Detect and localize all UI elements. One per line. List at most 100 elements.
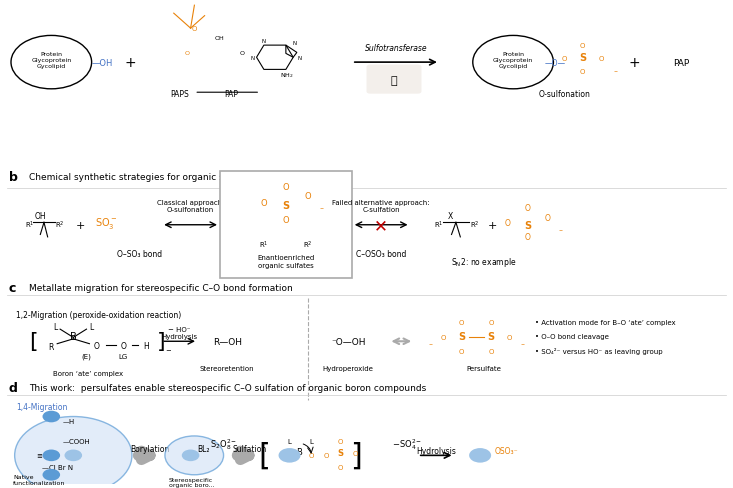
Text: O: O: [488, 319, 494, 325]
Text: Hydrolysis: Hydrolysis: [416, 446, 456, 455]
Text: Chemical synthetic strategies for organic sulfates: Chemical synthetic strategies for organi…: [29, 172, 255, 182]
Text: ≡: ≡: [37, 452, 43, 458]
Text: O: O: [120, 341, 126, 350]
Text: O: O: [505, 218, 511, 227]
Text: O: O: [507, 335, 512, 341]
Text: O: O: [353, 450, 358, 456]
Text: Native
functionalization: Native functionalization: [13, 474, 65, 485]
Circle shape: [279, 448, 301, 463]
Text: $\mathrm{R^2}$: $\mathrm{R^2}$: [470, 220, 480, 231]
Text: O: O: [323, 452, 329, 458]
Text: d: d: [9, 381, 18, 394]
Text: ]: ]: [350, 441, 361, 470]
Text: C–OSO₃ bond: C–OSO₃ bond: [356, 250, 406, 259]
Text: S: S: [458, 332, 465, 342]
Text: ✕: ✕: [375, 217, 388, 235]
Text: This work:  persulfates enable stereospecific C–O sulfation of organic boron com: This work: persulfates enable stereospec…: [29, 383, 427, 392]
Text: OH: OH: [34, 211, 46, 220]
Text: • Activation mode for B–O ‘ate’ complex: • Activation mode for B–O ‘ate’ complex: [535, 319, 676, 325]
Text: S: S: [524, 220, 531, 230]
Text: B: B: [70, 332, 77, 342]
Text: Sulfation: Sulfation: [232, 444, 266, 453]
Text: $\mathrm{R^2}$: $\mathrm{R^2}$: [55, 220, 65, 231]
FancyBboxPatch shape: [366, 65, 421, 95]
Text: ⁻O—OH: ⁻O—OH: [331, 337, 366, 346]
Text: S: S: [487, 332, 495, 342]
Text: − HO⁻: − HO⁻: [169, 326, 191, 332]
Text: X: X: [448, 211, 454, 220]
Text: $\mathrm{R^1}$: $\mathrm{R^1}$: [433, 220, 443, 231]
Circle shape: [11, 36, 92, 90]
Text: 🧬: 🧬: [390, 76, 397, 86]
Text: 1,2-Migration (peroxide-oxidation reaction): 1,2-Migration (peroxide-oxidation reacti…: [16, 310, 181, 320]
Circle shape: [65, 449, 82, 461]
Text: $\mathrm{O}$: $\mathrm{O}$: [184, 49, 190, 57]
Text: Hydroperoxide: Hydroperoxide: [323, 365, 374, 371]
Text: $^-$: $^-$: [164, 347, 173, 357]
Text: Protein
Glycoprotein
Gycolipid: Protein Glycoprotein Gycolipid: [493, 52, 533, 69]
Text: N: N: [251, 56, 255, 61]
Text: Failed alternative approach:
C-sulfation: Failed alternative approach: C-sulfation: [332, 199, 430, 213]
Text: Sulfotransferase: Sulfotransferase: [364, 44, 427, 53]
Text: O: O: [337, 438, 343, 444]
Text: N: N: [262, 39, 266, 44]
Text: Stereoretention: Stereoretention: [200, 365, 254, 371]
Text: ]: ]: [157, 331, 166, 351]
Text: N: N: [292, 41, 297, 46]
Text: $^-$: $^-$: [558, 227, 564, 233]
Text: —COOH: —COOH: [62, 438, 90, 444]
Text: L: L: [309, 438, 314, 444]
Text: +: +: [628, 56, 640, 70]
Text: $\mathrm{NH_2}$: $\mathrm{NH_2}$: [281, 71, 294, 80]
Text: L: L: [53, 323, 57, 331]
Text: —O—: —O—: [545, 59, 565, 67]
Circle shape: [15, 417, 132, 488]
Text: O: O: [459, 319, 465, 325]
Text: O: O: [304, 192, 312, 201]
Text: O: O: [525, 204, 531, 213]
Text: Borylation: Borylation: [130, 444, 170, 453]
Circle shape: [473, 36, 553, 90]
Text: +: +: [76, 220, 85, 230]
FancyBboxPatch shape: [220, 172, 352, 279]
Circle shape: [43, 411, 60, 423]
Circle shape: [182, 449, 199, 461]
Text: —H: —H: [62, 419, 75, 425]
Text: $\mathrm{SO_3^-}$: $\mathrm{SO_3^-}$: [95, 215, 117, 230]
Text: Metallate migration for stereospecific C–O bond formation: Metallate migration for stereospecific C…: [29, 284, 293, 293]
Circle shape: [469, 448, 491, 463]
Text: PAPS: PAPS: [170, 90, 189, 99]
Text: L: L: [287, 438, 292, 444]
Text: +: +: [488, 220, 497, 230]
Circle shape: [43, 469, 60, 481]
Circle shape: [165, 436, 224, 475]
Text: 1,4-Migration: 1,4-Migration: [16, 403, 67, 411]
Text: OSO₃⁻: OSO₃⁻: [495, 446, 518, 455]
Text: O: O: [240, 51, 244, 56]
Text: —OH: —OH: [92, 59, 113, 67]
Text: O-sulfonation: O-sulfonation: [539, 90, 590, 99]
Text: L: L: [89, 323, 94, 331]
Text: $\mathrm{S_N}$2: no example: $\mathrm{S_N}$2: no example: [451, 255, 517, 268]
Text: S: S: [579, 53, 586, 63]
Text: PAP: PAP: [224, 90, 238, 99]
Text: O: O: [282, 216, 290, 225]
Text: O: O: [191, 26, 197, 32]
Text: R: R: [48, 342, 54, 351]
Text: Hydrolysis: Hydrolysis: [161, 334, 198, 340]
Text: • O–O bond cleavage: • O–O bond cleavage: [535, 334, 609, 340]
Text: O: O: [260, 199, 268, 208]
Text: $\mathrm{R^1}$: $\mathrm{R^1}$: [259, 239, 269, 250]
Text: $^-$: $^-$: [318, 205, 324, 211]
Text: $\mathrm{R^2}$: $\mathrm{R^2}$: [303, 239, 313, 250]
Text: O: O: [598, 56, 604, 62]
Circle shape: [43, 449, 60, 461]
Text: S: S: [282, 201, 290, 211]
Text: Boron ‘ate’ complex: Boron ‘ate’ complex: [53, 370, 123, 376]
Text: O: O: [488, 348, 494, 354]
Text: O: O: [545, 214, 550, 223]
Text: S: S: [337, 448, 343, 457]
Text: —Cl Br N: —Cl Br N: [42, 465, 73, 470]
Text: $\mathrm{R^1}$: $\mathrm{R^1}$: [24, 220, 34, 231]
Text: $^-$: $^-$: [427, 341, 433, 347]
